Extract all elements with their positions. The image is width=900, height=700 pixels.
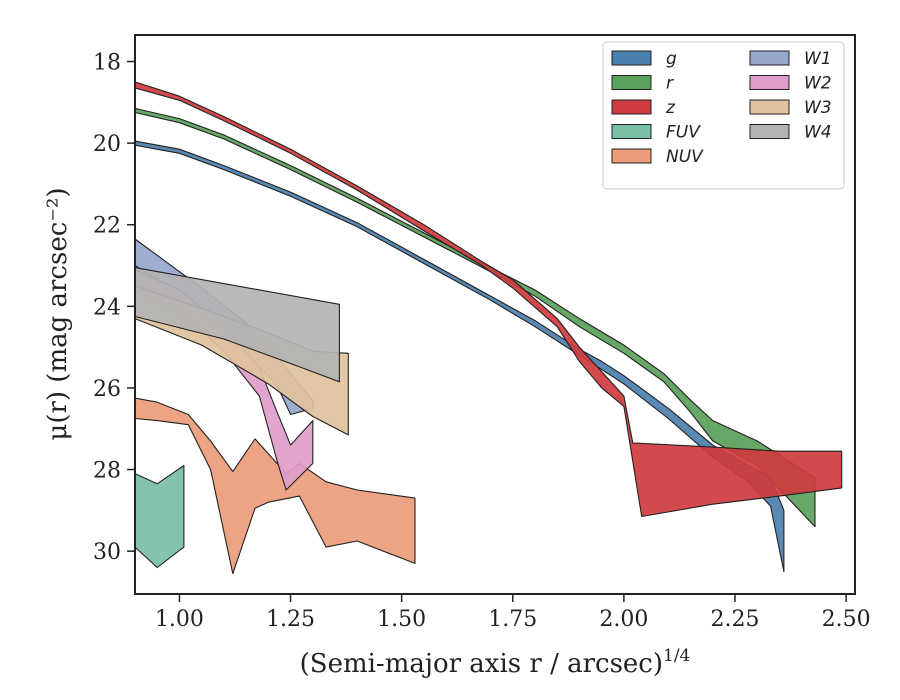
y-tick-label: 20: [93, 132, 121, 157]
legend-swatch-w2: [749, 75, 790, 90]
legend-label-fuv: FUV: [666, 123, 701, 143]
legend-swatch-r: [611, 75, 652, 90]
x-tick-label: 1.25: [266, 607, 315, 632]
x-tick-label: 1.75: [488, 607, 537, 632]
legend-swatch-w3: [749, 99, 790, 115]
x-tick-label: 2.00: [599, 607, 648, 632]
x-axis-title: (Semi-major axis r / arcsec)1/4: [300, 646, 691, 679]
legend-label-g: g: [666, 49, 677, 69]
legend-swatch-w4: [749, 124, 790, 139]
legend-label-w2: W2: [804, 74, 832, 94]
legend-label-r: r: [666, 74, 674, 94]
series-r-band: [134, 107, 816, 528]
legend-swatch-g: [611, 50, 652, 66]
y-axis: 18 20 22 24 26 28 30: [93, 51, 135, 565]
legend-swatch-z: [611, 99, 652, 115]
legend-swatch-w1: [749, 50, 790, 66]
x-tick-label: 2.25: [711, 607, 760, 632]
plot-frame: [134, 34, 856, 595]
y-axis-title: μ(r) (mag arcsec⁻²): [43, 187, 73, 440]
legend-label-nuv: NUV: [666, 147, 704, 167]
x-axis-title-main: (Semi-major axis r / arcsec): [300, 649, 663, 679]
series-fuv-band: [134, 464, 185, 569]
legend-label-w4: W4: [804, 123, 832, 143]
series-g-band: [134, 140, 785, 573]
x-axis: 1.00 1.25 1.50 1.75 2.00 2.25 2.50: [155, 594, 871, 632]
series-z-band: [134, 81, 843, 518]
y-tick-label: 18: [93, 51, 121, 76]
y-tick-label: 26: [93, 377, 121, 402]
y-tick-label: 30: [93, 540, 121, 565]
x-axis-title-exponent: 1/4: [663, 646, 690, 666]
legend-label-w1: W1: [804, 49, 832, 69]
y-tick-label: 24: [93, 295, 121, 320]
legend-label-w3: W3: [804, 98, 832, 118]
y-tick-label: 22: [93, 214, 121, 239]
y-tick-label: 28: [93, 459, 121, 484]
x-tick-label: 2.50: [822, 607, 871, 632]
x-tick-label: 1.50: [377, 607, 426, 632]
series-areas: [134, 81, 843, 575]
series-nuv-band: [134, 397, 416, 575]
legend-swatch-nuv: [611, 148, 652, 164]
legend: grz FUV NUV W1 W2 W3 W4: [602, 41, 845, 190]
x-tick-label: 1.00: [155, 607, 204, 632]
legend-swatch-fuv: [611, 124, 652, 139]
legend-label-z: z: [665, 98, 676, 118]
